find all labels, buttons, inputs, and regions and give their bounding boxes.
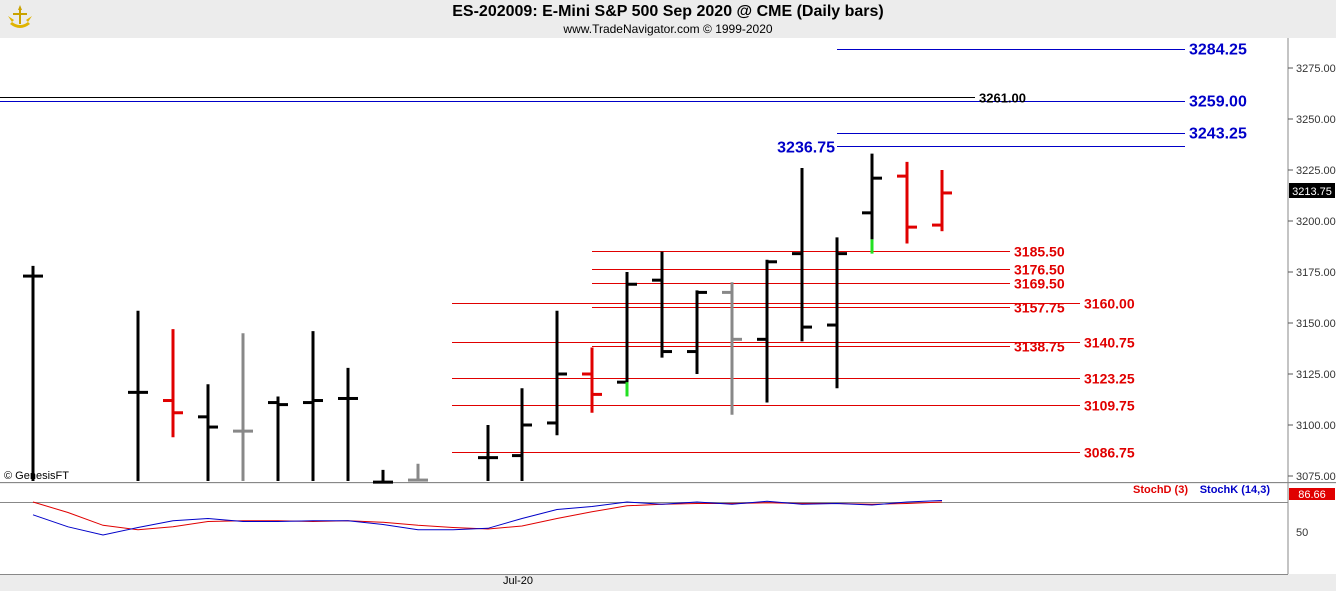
ohlc-bar [268, 396, 288, 481]
price-tick-label: 3175.00 [1296, 267, 1336, 279]
x-axis-label: Jul-20 [503, 575, 533, 587]
level-label: 3123.25 [1084, 371, 1135, 387]
level-label: 3236.75 [777, 140, 835, 157]
stochk-legend: StochK (14,3) [1200, 484, 1271, 496]
ohlc-bar [163, 329, 183, 438]
ohlc-bar [547, 310, 567, 436]
ohlc-bar [233, 333, 253, 481]
price-tick-label: 3225.00 [1296, 165, 1336, 177]
ohlc-bars [23, 153, 952, 484]
chart-header: ES-202009: E-Mini S&P 500 Sep 2020 @ CME… [0, 0, 1336, 38]
level-label: 3261.00 [979, 91, 1026, 106]
level-label: 3138.75 [1014, 339, 1065, 355]
ohlc-bar [128, 310, 148, 481]
stochastic-lines [32, 500, 943, 536]
level-label: 3284.25 [1189, 42, 1247, 59]
ohlc-bar [827, 237, 847, 389]
level-label: 3160.00 [1084, 296, 1135, 312]
ohlc-bar [932, 170, 952, 232]
ohlc-bar [582, 347, 602, 413]
ohlc-bar [757, 259, 777, 403]
ohlc-bar [23, 265, 43, 481]
price-tick-label: 3275.00 [1296, 63, 1336, 75]
current-price-label: 3213.75 [1292, 186, 1332, 198]
level-label: 3176.50 [1014, 262, 1065, 278]
ohlc-bar [373, 469, 393, 484]
ohlc-bar [408, 463, 428, 482]
price-axis-panel [1288, 38, 1336, 482]
level-label: 3169.50 [1014, 276, 1065, 292]
ohlc-bar [722, 282, 742, 415]
level-label: 3157.75 [1014, 300, 1065, 316]
ohlc-bar [897, 161, 917, 244]
ohlc-bar [303, 331, 323, 481]
level-label: 3086.75 [1084, 445, 1135, 461]
level-label: 3185.50 [1014, 244, 1065, 260]
current-price-box [1289, 183, 1335, 198]
ohlc-bar [687, 290, 707, 374]
stochastic-value-label: 86.66 [1298, 489, 1326, 501]
ohlc-bar [862, 153, 882, 240]
price-tick-label: 3100.00 [1296, 420, 1336, 432]
chart-title: ES-202009: E-Mini S&P 500 Sep 2020 @ CME… [452, 3, 884, 20]
trader-logo-icon [8, 5, 32, 28]
ohlc-bar [792, 167, 812, 342]
stochastic-value-box [1289, 488, 1335, 500]
level-label: 3259.00 [1189, 94, 1247, 111]
ohlc-bar [512, 388, 532, 481]
price-panel [0, 38, 1288, 482]
watermark: © GenesisFT [4, 470, 69, 482]
ohlc-bar [617, 272, 637, 385]
ohlc-bar [338, 367, 358, 481]
stochastic-panel [0, 484, 1288, 574]
chart-subtitle: www.TradeNavigator.com © 1999-2020 [563, 22, 773, 36]
stochk-line [32, 500, 943, 536]
price-tick-label: 3250.00 [1296, 114, 1336, 126]
price-tick-label: 3150.00 [1296, 318, 1336, 330]
price-axis-ticks: 3275.00 3250.00 3225.00 3200.00 3175.00 3150.… [1288, 63, 1336, 483]
ohlc-bar [198, 384, 218, 481]
price-tick-label: 3200.00 [1296, 216, 1336, 228]
level-label: 3109.75 [1084, 398, 1135, 414]
price-tick-label: 3125.00 [1296, 369, 1336, 381]
stochd-legend: StochD (3) [1133, 484, 1188, 496]
level-label: 3140.75 [1084, 335, 1135, 351]
ohlc-bar [652, 251, 672, 358]
ohlc-bar [478, 425, 498, 481]
stochastic-tick-50: 50 [1296, 527, 1308, 539]
level-label: 3243.25 [1189, 126, 1247, 143]
price-tick-label: 3075.00 [1296, 471, 1336, 483]
